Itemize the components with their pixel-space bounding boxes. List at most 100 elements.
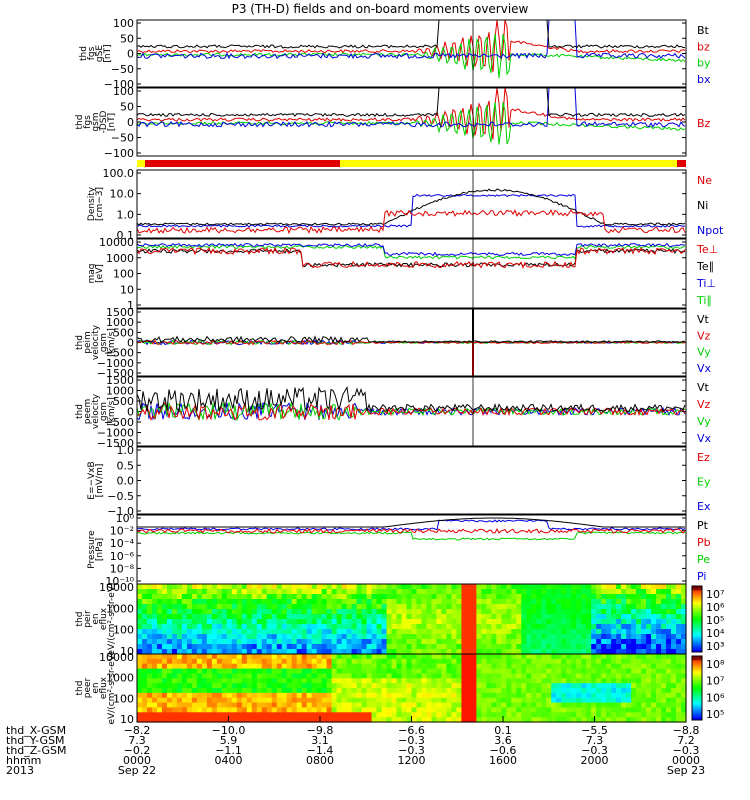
spectrogram-cell — [621, 589, 627, 595]
x-axis-value: Sep 23 — [667, 764, 705, 777]
spectrogram-cell — [676, 663, 682, 670]
spectrogram-cell — [586, 688, 592, 694]
spectrogram-cell — [566, 589, 572, 595]
spectrogram-cell — [571, 688, 577, 694]
spectrogram-cell — [356, 629, 363, 635]
spectrogram-cell — [201, 683, 208, 689]
spectrogram-cell — [536, 702, 542, 709]
spectrogram-cell — [186, 673, 193, 679]
spectrogram-cell — [586, 619, 592, 625]
spectrogram-cell — [436, 678, 443, 684]
spectrogram-cell — [546, 658, 552, 665]
spectrogram-cell — [156, 683, 163, 689]
spectrogram-cell — [356, 624, 363, 630]
spectrogram-cell — [571, 707, 577, 713]
spectrogram-cell — [206, 624, 213, 630]
spectrogram-cell — [571, 614, 577, 620]
spectrogram-cell — [601, 604, 607, 610]
spectrogram-cell — [331, 594, 338, 600]
spectrogram-cell — [531, 692, 537, 699]
legend-entry: by — [697, 57, 711, 70]
spectrogram-cell — [656, 634, 662, 640]
colorbar-segment — [692, 641, 702, 644]
spectrogram-cell — [206, 692, 213, 699]
spectrogram-cell — [566, 599, 572, 605]
x-axis-row-label: 2013 — [6, 764, 34, 777]
spectrogram-cell — [286, 614, 293, 620]
spectrogram-cell — [431, 678, 438, 684]
spectrogram-cell — [516, 584, 522, 590]
spectrogram-cell — [181, 584, 188, 590]
spectrogram-cell — [566, 668, 572, 675]
spectrogram-cell — [151, 707, 158, 713]
x-axis-value: 5.9 — [220, 734, 238, 747]
spectrogram-cell — [286, 644, 293, 650]
spectrogram-cell — [626, 594, 632, 600]
spectrogram-cell — [656, 594, 662, 600]
spectrogram-cell — [601, 609, 607, 615]
spectrogram-cell — [311, 614, 318, 620]
spectrogram-cell — [476, 619, 482, 625]
spectrogram-cell — [186, 649, 193, 655]
spectrogram-cell — [636, 697, 642, 704]
spectrogram-cell — [341, 658, 348, 665]
trace-pt — [137, 517, 685, 528]
spectrogram-cell — [621, 717, 627, 723]
spectrogram-cell — [501, 609, 507, 615]
spectrogram-cell — [206, 604, 213, 610]
spectrogram-cell — [516, 594, 522, 600]
spectrogram-cell — [566, 609, 572, 615]
spectrogram-cell — [276, 594, 283, 600]
spectrogram-cell — [356, 589, 363, 595]
spectrogram-cell — [566, 697, 572, 704]
spectrogram-cell — [676, 609, 682, 615]
spectrogram-cell — [221, 668, 228, 675]
spectrogram-cell — [526, 712, 532, 718]
spectrogram-cell — [606, 599, 612, 605]
spectrogram-cell — [426, 658, 433, 665]
spectrogram-cell — [421, 683, 428, 689]
spectrogram-cell — [671, 678, 677, 684]
spectrogram-cell — [196, 688, 203, 694]
spectrogram-cell — [436, 702, 443, 709]
spectrogram-cell — [176, 688, 183, 694]
spectrogram-cell — [561, 629, 567, 635]
spectrogram-cell — [266, 658, 273, 665]
spectrogram-cell — [651, 683, 657, 689]
spectrogram-cell — [451, 654, 458, 660]
spectrogram-cell — [476, 654, 482, 660]
colorbar-segment — [692, 698, 702, 702]
spectrogram-cell — [236, 678, 243, 684]
spectrogram-cell — [226, 619, 233, 625]
spectrogram-cell — [326, 658, 333, 665]
spectrogram-cell — [241, 634, 248, 640]
spectrogram-cell — [156, 634, 163, 640]
spectrogram-cell — [626, 644, 632, 650]
spectrogram-cell — [551, 673, 557, 679]
spectrogram-cell — [341, 673, 348, 679]
spectrogram-cell — [266, 688, 273, 694]
spectrogram-cell — [646, 658, 652, 665]
spectrogram-cell — [536, 599, 542, 605]
spectrogram-cell — [356, 683, 363, 689]
spectrogram-cell — [611, 683, 617, 689]
colorbar-segment — [692, 586, 702, 589]
spectrogram-cell — [151, 619, 158, 625]
spectrogram-cell — [137, 697, 143, 704]
spectrogram-cell — [571, 644, 577, 650]
spectrogram-cell — [671, 639, 677, 645]
spectrogram-cell — [231, 712, 238, 718]
spectrogram-cell — [301, 634, 308, 640]
colorbar-segment — [692, 605, 702, 609]
spectrogram-cell — [466, 649, 472, 655]
spectrogram-cell — [316, 629, 323, 635]
spectrogram-cell — [451, 673, 458, 679]
spectrogram-cell — [451, 624, 458, 630]
spectrogram-cell — [181, 697, 188, 704]
spectrogram-cell — [341, 678, 348, 684]
spectrogram-cell — [256, 589, 263, 595]
spectrogram-cell — [561, 673, 567, 679]
spectrogram-cell — [416, 629, 423, 635]
spectrogram-cell — [186, 692, 193, 699]
spectrogram-cell — [291, 712, 298, 718]
